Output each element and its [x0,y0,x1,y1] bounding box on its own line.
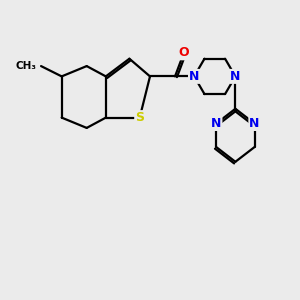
Text: N: N [249,117,260,130]
Text: N: N [211,117,221,130]
Text: N: N [189,70,200,83]
Text: S: S [135,111,144,124]
Text: N: N [230,70,241,83]
Text: CH₃: CH₃ [16,61,37,71]
Text: O: O [178,46,189,59]
